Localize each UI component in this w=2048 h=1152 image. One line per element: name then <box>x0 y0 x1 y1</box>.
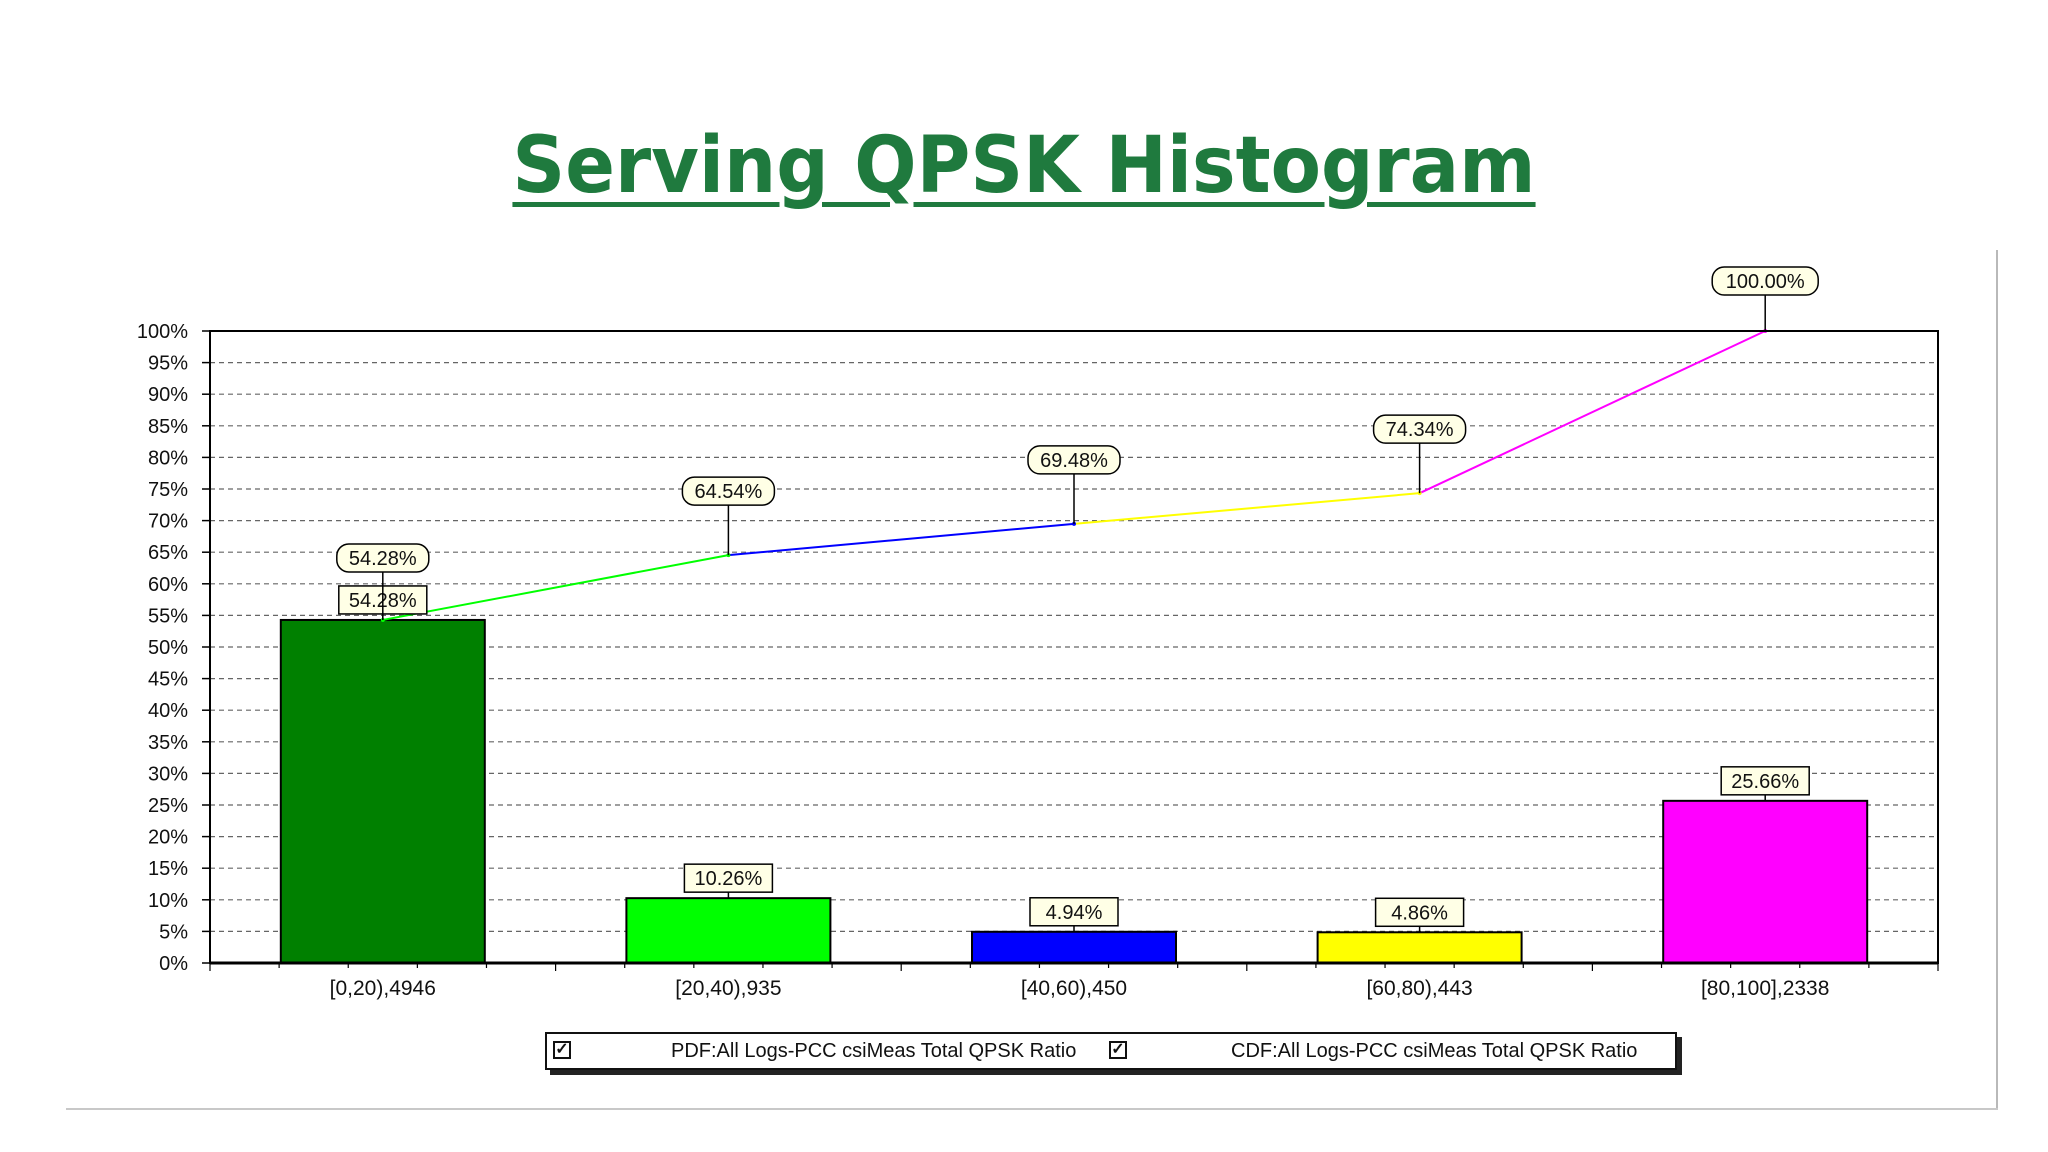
y-tick-label: 20% <box>148 827 188 849</box>
x-tick-label: [20,40),935 <box>675 977 781 1000</box>
cdf-label-box <box>336 543 430 573</box>
y-tick-label: 95% <box>148 353 188 375</box>
bar <box>1662 799 1869 964</box>
frame-right-border <box>1996 250 1998 1110</box>
bar-label-box <box>1374 897 1465 928</box>
cdf-data-label: 100.00% <box>1726 271 1805 293</box>
bar <box>279 618 486 964</box>
x-tick-label: [40,60),450 <box>1021 977 1127 1000</box>
bar-data-label: 4.94% <box>1046 902 1103 924</box>
y-tick-label: 40% <box>148 700 188 722</box>
slide-title: Serving QPSK Histogram <box>512 121 1536 211</box>
cdf-segment <box>382 554 729 621</box>
legend-item-pdf[interactable]: ✓ PDF:All Logs-PCC csiMeas Total QPSK Ra… <box>553 1034 1113 1068</box>
y-tick-label: 50% <box>148 637 188 659</box>
y-tick-label: 55% <box>148 605 188 627</box>
cdf-data-label: 54.28% <box>349 548 417 570</box>
y-tick-label: 85% <box>148 416 188 438</box>
y-tick-label: 5% <box>159 921 188 943</box>
y-tick-label: 10% <box>148 890 188 912</box>
cdf-segment <box>728 522 1075 557</box>
x-tick-label: [80,100],2338 <box>1701 977 1829 1000</box>
bar <box>625 897 832 964</box>
cdf-data-label: 74.34% <box>1386 419 1454 441</box>
y-tick-label: 30% <box>148 763 188 785</box>
bars <box>279 618 1869 964</box>
y-tick-label: 70% <box>148 511 188 533</box>
data-labels: 54.28%10.26%4.94% 4.86%25.66%54.28%64.54%… <box>336 266 1819 933</box>
bar-label-box <box>683 863 774 893</box>
y-tick-label: 60% <box>148 574 188 596</box>
y-tick-label: 15% <box>148 858 188 880</box>
cdf-data-label: 69.48% <box>1040 450 1108 472</box>
bar-label-box <box>1720 766 1810 796</box>
cdf-legend-label: CDF:All Logs-PCC csiMeas Total QPSK Rati… <box>1231 1040 1638 1062</box>
y-tick-label: 35% <box>148 732 188 754</box>
y-tick-label: 25% <box>148 795 188 817</box>
cdf-label-box <box>1711 266 1819 296</box>
bar <box>1316 931 1523 964</box>
bar <box>971 930 1177 964</box>
y-tick-label: 0% <box>159 953 188 975</box>
cdf-data-label: 64.54% <box>694 481 762 503</box>
y-tick-label: 90% <box>148 384 188 406</box>
gridlines <box>210 331 1938 963</box>
bar-data-label: 4.86% <box>1391 902 1448 924</box>
pdf-legend-label: PDF:All Logs-PCC csiMeas Total QPSK Rati… <box>671 1040 1077 1062</box>
bar-data-label: 25.66% <box>1731 771 1799 793</box>
x-tick-label: [60,80),443 <box>1366 977 1472 1000</box>
y-tick-label: 100% <box>137 321 188 343</box>
y-tick-label: 45% <box>148 669 188 691</box>
cdf-label-box <box>681 476 776 506</box>
cdf-label-box <box>1372 414 1467 444</box>
x-tick-label: [0,20),4946 <box>330 977 436 1000</box>
y-tick-label: 75% <box>148 479 188 501</box>
legend: ✓ PDF:All Logs-PCC csiMeas Total QPSK Ra… <box>545 1032 1677 1070</box>
y-tick-label: 80% <box>148 447 188 469</box>
pdf-checkbox[interactable]: ✓ <box>553 1041 571 1059</box>
cdf-line <box>380 329 1768 622</box>
legend-item-cdf[interactable]: ✓ CDF:All Logs-PCC csiMeas Total QPSK Ra… <box>1109 1034 1669 1068</box>
axes: 0% 5% 10% 15% 20% 25% 30% 35% 40% 45% 50% 55% 60% 65%… <box>137 321 1939 1000</box>
bar-label-box <box>1029 897 1119 927</box>
frame-bottom-border <box>66 1108 1998 1110</box>
cdf-segment <box>1073 492 1420 525</box>
cdf-label-box <box>1027 445 1121 475</box>
cdf-checkbox[interactable]: ✓ <box>1109 1041 1127 1059</box>
y-tick-label: 65% <box>148 542 188 564</box>
bar-data-label: 10.26% <box>694 868 762 890</box>
cdf-segment <box>1419 330 1766 495</box>
